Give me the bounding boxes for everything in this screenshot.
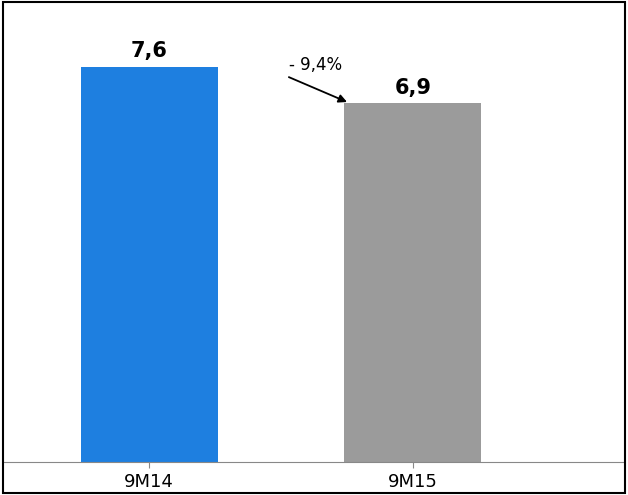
Bar [344, 103, 482, 462]
Bar [80, 67, 218, 462]
Text: 7,6: 7,6 [131, 42, 168, 61]
Text: - 9,4%: - 9,4% [289, 56, 342, 74]
Text: 6,9: 6,9 [394, 78, 431, 98]
